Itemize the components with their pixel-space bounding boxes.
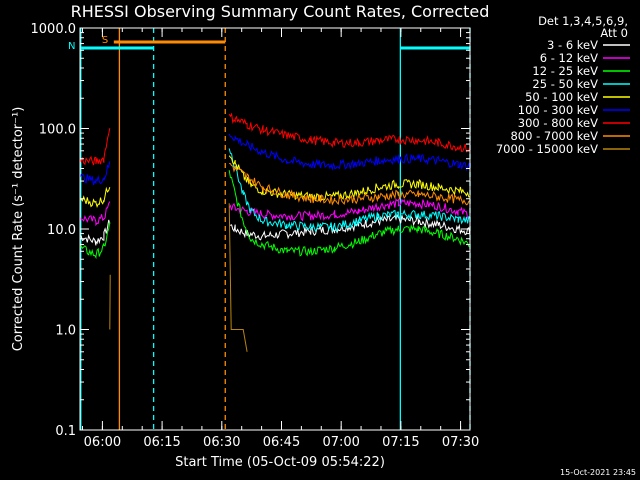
y-tick-label-4: 0.1 xyxy=(55,424,76,439)
y-tick-label-1: 100.0 xyxy=(39,123,76,138)
series-line-7 xyxy=(229,162,471,206)
render-timestamp: 15-Oct-2021 23:45 xyxy=(560,468,636,477)
x-tick-label-5: 07:15 xyxy=(382,435,419,450)
legend-entry-3: 25 - 50 keV xyxy=(532,77,598,91)
flag-label-1: N xyxy=(68,41,75,52)
x-axis-label: Start Time (05-Oct-09 05:54:22) xyxy=(175,455,385,470)
legend-header-0: Det 1,3,4,5,6,9, xyxy=(538,14,628,28)
series-line-8 xyxy=(109,203,248,352)
legend-entry-1: 6 - 12 keV xyxy=(540,51,598,65)
chart-title: RHESSI Observing Summary Count Rates, Co… xyxy=(71,2,490,21)
series-line-0 xyxy=(79,213,471,246)
series-line-6 xyxy=(79,112,471,166)
y-tick-label-2: 10.0 xyxy=(47,223,76,238)
series-line-2 xyxy=(79,170,471,260)
legend-entry-2: 12 - 25 keV xyxy=(532,64,598,78)
axis-ticks: 1000.0 100.0 10.0 1.0 0.1 06:00 06:15 06:30 06:4… xyxy=(31,22,480,450)
legend-entry-4: 50 - 100 keV xyxy=(525,90,598,104)
series-line-3 xyxy=(228,148,471,233)
legend-entry-8: 7000 - 15000 keV xyxy=(496,142,598,156)
x-tick-label-4: 07:00 xyxy=(322,435,359,450)
series-line-5 xyxy=(79,133,471,186)
x-tick-label-0: 06:00 xyxy=(84,435,121,450)
series-line-4 xyxy=(79,155,470,209)
legend-entry-7: 800 - 7000 keV xyxy=(510,129,598,143)
legend-entry-5: 100 - 300 keV xyxy=(518,103,598,117)
plot-frame xyxy=(79,27,471,431)
legend-entry-6: 300 - 800 keV xyxy=(518,116,598,130)
series-line-1 xyxy=(79,198,471,227)
x-tick-label-3: 06:45 xyxy=(263,435,300,450)
y-axis-label: Corrected Count Rate (s⁻¹ detector⁻¹) xyxy=(11,107,26,352)
flag-label-0: S xyxy=(102,35,108,46)
legend-entry-0: 3 - 6 keV xyxy=(547,38,598,52)
plot-area: SN xyxy=(68,28,471,430)
y-tick-label-3: 1.0 xyxy=(55,324,76,339)
legend-header-1: Att 0 xyxy=(600,26,628,40)
x-tick-label-1: 06:15 xyxy=(143,435,180,450)
x-tick-label-6: 07:30 xyxy=(442,435,479,450)
x-tick-label-2: 06:30 xyxy=(203,435,240,450)
y-tick-label-0: 1000.0 xyxy=(31,22,77,37)
